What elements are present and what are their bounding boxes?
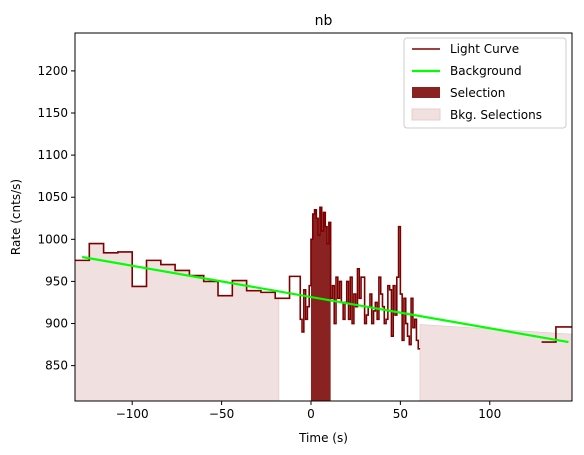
y-tick-label: 950 [45,274,68,288]
x-axis-ticks: −100 −50 0 50 100 [116,401,501,421]
x-tick-label: −100 [116,407,149,421]
selection-layer [310,207,331,401]
legend-box [403,37,567,129]
light-curve-series-tail [541,326,572,343]
legend-label-bkg_selection: Bkg. Selections [450,108,542,122]
y-tick-label: 1100 [37,148,68,162]
legend-swatch-selection [412,87,440,98]
y-tick-label: 1050 [37,190,68,204]
legend-label-light_curve: Light Curve [450,42,519,56]
x-axis-label: Time (s) [298,431,348,445]
background-fit-layer [81,255,569,344]
y-tick-label: 900 [45,317,68,331]
legend-label-background: Background [450,64,522,78]
bkg-selection-region [75,243,280,401]
selection-region [310,207,331,401]
x-tick-label: 0 [307,407,315,421]
y-tick-label: 1000 [37,232,68,246]
x-tick-label: 50 [393,407,408,421]
y-axis-ticks: 850 900 950 1000 1050 1100 1150 1200 [37,64,75,373]
x-tick-label: 100 [478,407,501,421]
y-tick-label: 850 [45,359,68,373]
chart-title: nb [315,13,333,29]
legend: Light Curve Background Selection Bkg. Selec… [403,37,567,129]
bkg-selection-region [419,324,572,401]
background-fit-line [81,255,569,344]
x-tick-label: −50 [209,407,234,421]
plot-frame [74,32,573,402]
bkg-selection-layer [75,243,572,401]
y-axis-label: Rate (cnts/s) [9,179,23,255]
legend-label-selection: Selection [450,86,505,100]
y-tick-label: 1150 [37,106,68,120]
legend-swatch-bkg_selection [411,108,441,121]
y-tick-label: 1200 [37,64,68,78]
